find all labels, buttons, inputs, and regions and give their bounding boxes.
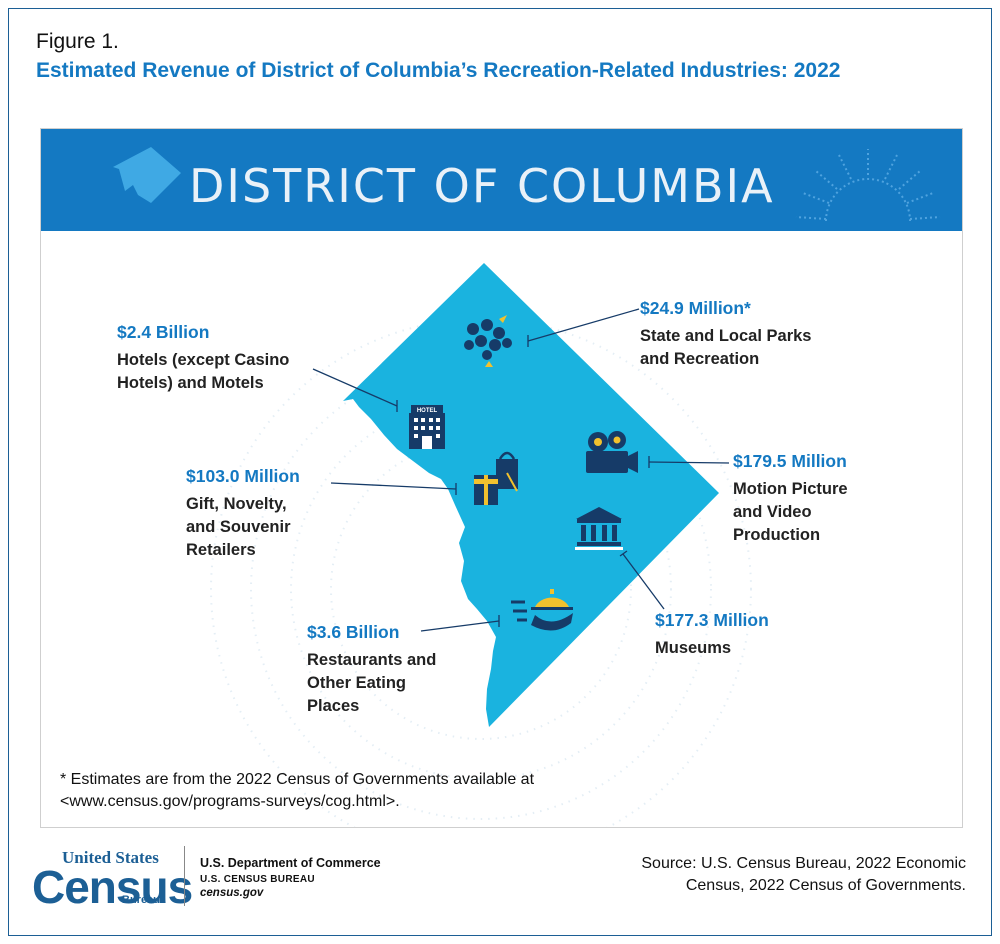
gift-label: Gift, Novelty, and Souvenir Retailers	[186, 495, 291, 559]
dc-outline-icon	[113, 147, 181, 203]
shopping-bags-icon	[474, 451, 518, 505]
logo-census: Census	[32, 861, 193, 913]
footnote: * Estimates are from the 2022 Census of …	[60, 771, 535, 810]
infographic-panel: DISTRICT OF COLUMBIA	[40, 128, 963, 828]
restaurants-value: $3.6 Billion	[307, 622, 400, 642]
hotels-label: Hotels (except Casino Hotels) and Motels	[117, 351, 290, 392]
restaurants-label: Restaurants and Other Eating Places	[307, 651, 437, 715]
census-logo[interactable]: United States Census Bureau	[32, 848, 193, 913]
museums-value: $177.3 Million	[655, 610, 769, 630]
hotel-sign: HOTEL	[417, 408, 438, 414]
hotels-value: $2.4 Billion	[117, 322, 210, 342]
banner-decoration	[113, 147, 941, 222]
museums-label: Museums	[655, 639, 732, 657]
logo-united-states: United States	[62, 848, 159, 867]
figure-label: Figure 1.	[36, 30, 119, 53]
banner: DISTRICT OF COLUMBIA	[41, 129, 962, 231]
video-camera-icon	[586, 431, 638, 473]
banner-title: DISTRICT OF COLUMBIA	[189, 159, 775, 213]
dc-map-shape	[343, 263, 719, 727]
census-gov-link[interactable]: census.gov	[200, 887, 264, 899]
bureau-name: U.S. CENSUS BUREAU	[200, 874, 315, 885]
item-parks: $24.9 Million* State and Local Parks and…	[640, 297, 812, 371]
connector-lines	[312, 308, 730, 632]
figure-frame	[8, 8, 992, 936]
item-motion: $179.5 Million Motion Picture and Video …	[733, 450, 848, 547]
item-hotels: $2.4 Billion Hotels (except Casino Hotel…	[117, 321, 289, 395]
dc-map: HOTEL	[210, 263, 752, 827]
sunburst-icon	[795, 149, 941, 222]
parks-label: State and Local Parks and Recreation	[640, 327, 812, 368]
dept-name: U.S. Department of Commerce	[200, 856, 381, 870]
motion-value: $179.5 Million	[733, 451, 847, 471]
serving-tray-icon	[511, 589, 573, 631]
footer-divider	[184, 846, 185, 906]
parks-value: $24.9 Million*	[640, 298, 751, 318]
hotel-icon: HOTEL	[409, 405, 445, 449]
gift-value: $103.0 Million	[186, 466, 300, 486]
logo-bureau: Bureau	[122, 894, 160, 906]
department-block: U.S. Department of Commerce U.S. CENSUS …	[200, 856, 381, 899]
motion-label: Motion Picture and Video Production	[733, 480, 848, 544]
dotted-background	[210, 318, 752, 827]
flowers-icon	[464, 315, 512, 367]
item-gift: $103.0 Million Gift, Novelty, and Souven…	[186, 465, 300, 562]
item-restaurants: $3.6 Billion Restaurants and Other Eatin…	[307, 621, 436, 718]
museum-icon	[575, 507, 623, 550]
figure-title: Estimated Revenue of District of Columbi…	[36, 59, 841, 82]
item-museums: $177.3 Million Museums	[655, 609, 769, 660]
source-note: Source: U.S. Census Bureau, 2022 Economi…	[641, 855, 966, 894]
